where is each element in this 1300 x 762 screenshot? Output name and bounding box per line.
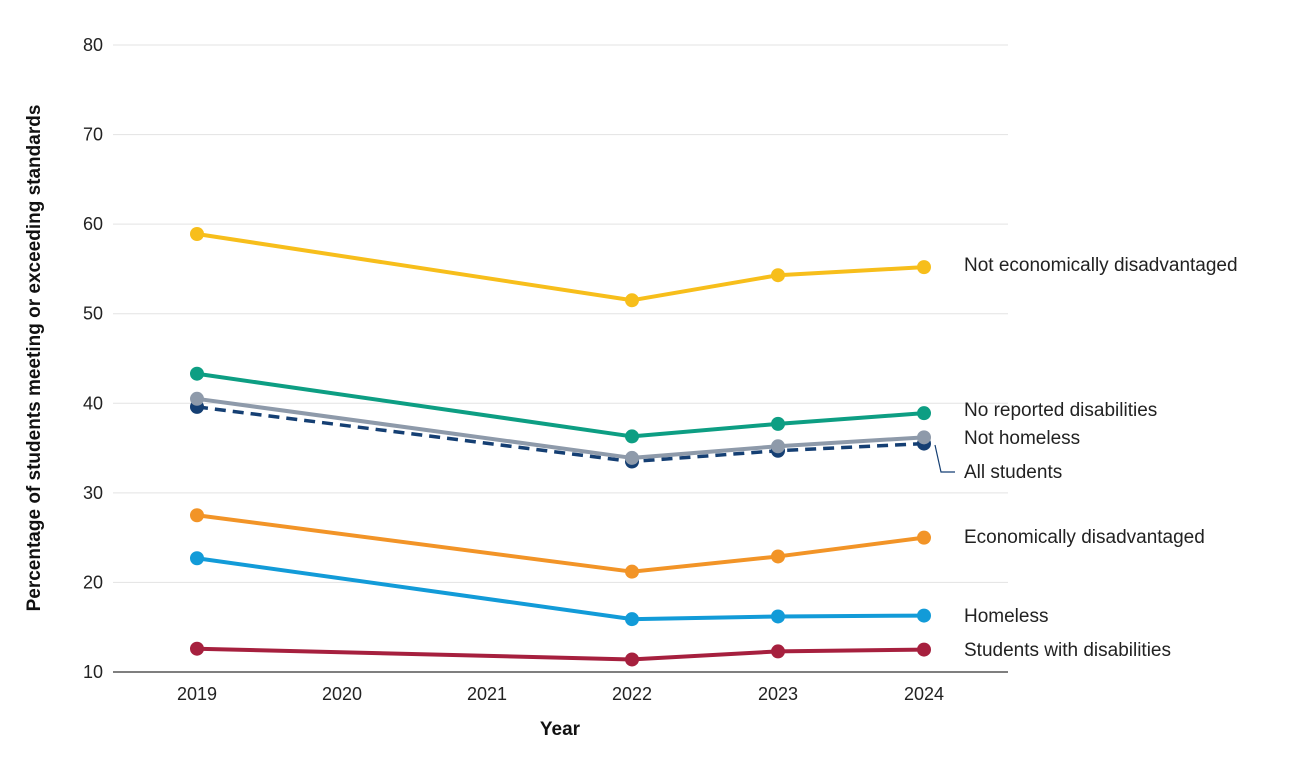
series-line-no-reported-disabilities (196, 371, 925, 439)
series-points (190, 226, 931, 667)
x-tick-label: 2022 (612, 684, 652, 704)
series-line-homeless (196, 556, 925, 622)
series-line-students-with-disabilities (196, 646, 925, 662)
data-point (771, 549, 785, 564)
data-point (625, 612, 639, 627)
data-point (917, 530, 931, 545)
x-tick-label: 2024 (904, 684, 944, 704)
series-label: All students (964, 462, 1062, 483)
data-point (917, 430, 931, 445)
data-point (190, 508, 204, 523)
x-tick-label: 2019 (177, 684, 217, 704)
y-tick-label: 40 (83, 393, 103, 413)
series-label: Economically disadvantaged (964, 527, 1205, 548)
data-point (771, 416, 785, 431)
x-tick-label: 2023 (758, 684, 798, 704)
data-point (625, 450, 639, 465)
x-axis-ticks: 2019 2020 2021 2022 2023 2024 (177, 684, 944, 704)
y-axis-ticks: 10 20 30 40 50 60 70 80 (83, 35, 103, 682)
y-tick-label: 30 (83, 483, 103, 503)
data-point (625, 652, 639, 667)
data-point (190, 551, 204, 566)
y-tick-label: 20 (83, 572, 103, 592)
series-line-not-economically-disadvantaged (196, 232, 925, 303)
data-point (917, 642, 931, 657)
data-point (771, 609, 785, 624)
x-tick-label: 2020 (322, 684, 362, 704)
data-point (917, 608, 931, 623)
y-tick-label: 70 (83, 125, 103, 145)
series-label: Students with disabilities (964, 640, 1171, 661)
data-point (917, 260, 931, 275)
data-point (190, 641, 204, 656)
data-point (625, 564, 639, 579)
gridlines (113, 44, 1008, 583)
series-line-economically-disadvantaged (196, 513, 925, 574)
y-tick-label: 60 (83, 214, 103, 234)
series-labels: Not economically disadvantaged No reporte… (934, 255, 1238, 661)
data-point (771, 644, 785, 659)
series-label: Homeless (964, 606, 1048, 627)
y-axis-title: Percentage of students meeting or exceed… (24, 105, 45, 612)
series-label: Not economically disadvantaged (964, 255, 1238, 276)
series-label: No reported disabilities (964, 400, 1157, 421)
y-tick-label: 10 (83, 662, 103, 682)
data-point (771, 268, 785, 283)
series-lines (196, 232, 925, 662)
series-line-all-students (196, 405, 925, 464)
data-point (625, 429, 639, 444)
data-point (190, 226, 204, 241)
x-tick-label: 2021 (467, 684, 507, 704)
series-line-not-homeless (196, 396, 925, 460)
x-axis-title: Year (540, 719, 581, 740)
all-students-leader-line (934, 444, 955, 473)
data-point (190, 366, 204, 381)
data-point (625, 293, 639, 308)
data-point (917, 406, 931, 421)
y-tick-label: 50 (83, 304, 103, 324)
data-point (771, 439, 785, 454)
data-point (190, 391, 204, 406)
y-tick-label: 80 (83, 35, 103, 55)
series-label: Not homeless (964, 428, 1080, 449)
